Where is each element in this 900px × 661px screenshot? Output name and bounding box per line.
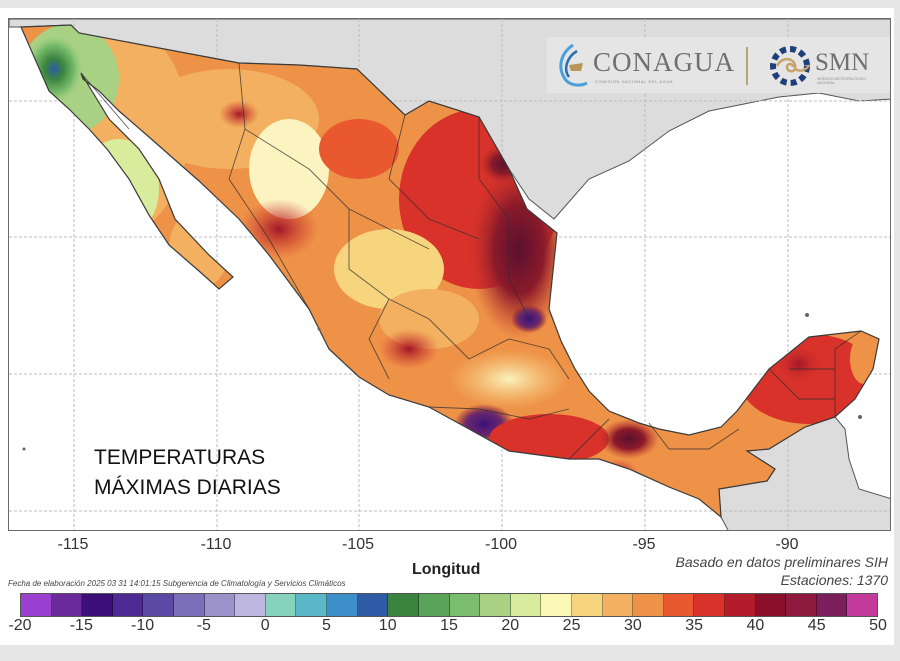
conagua-subtitle: COMISIÓN NACIONAL DEL AGUA [595,79,674,84]
colorbar-swatch [602,594,634,616]
colorbar-swatch [816,594,848,616]
colorbar-tick-label: 15 [440,617,458,634]
colorbar-tick-label: 40 [746,617,765,634]
colorbar-tick-label: 50 [869,617,887,634]
x-tick-label: -90 [775,536,799,553]
x-tick-label: -105 [341,536,375,553]
x-tick-label: -100 [484,536,518,553]
map-frame: CONAGUA COMISIÓN NACIONAL DEL AGUA SMN S… [8,18,891,531]
x-tick-label: -110 [200,536,232,553]
colorbar-swatch [694,594,726,616]
x-tick-label: -115 [57,536,89,553]
colorbar-swatch [847,594,878,616]
colorbar-swatch [235,594,266,616]
colorbar-swatch [418,594,450,616]
colorbar-tick-label: 25 [562,617,581,634]
colorbar-tick-label: 5 [321,617,331,634]
smn-wordmark: SMN [815,49,870,76]
temperature-map-figure: CONAGUA COMISIÓN NACIONAL DEL AGUA SMN S… [0,8,894,645]
colorbar-tick-label: 20 [501,617,520,634]
colorbar-swatch [755,594,787,616]
colorbar-tick-label: -10 [131,617,155,634]
smn-logo-icon [770,46,811,86]
colorbar-swatch [112,594,144,616]
colorbar-swatch [663,594,695,616]
colorbar-tick-label: 10 [378,617,397,634]
colorbar-swatch [541,594,572,616]
logo-banner: CONAGUA COMISIÓN NACIONAL DEL AGUA SMN S… [547,37,890,93]
colorbar-swatch [725,594,756,616]
stations-count: Estaciones: 1370 [780,572,888,588]
colorbar-tick-label: 35 [685,617,704,634]
map-title-line1: TEMPERATURAS [94,446,266,469]
colorbar-swatch [143,594,175,616]
data-source-note: Basado en datos preliminares SIH [675,554,888,570]
colorbar-tick-label: -15 [69,617,93,634]
colorbar-swatch [357,594,389,616]
colorbar-tick-label: -5 [196,617,211,634]
colorbar-tick-label: 0 [260,617,270,634]
colorbar-swatch [388,594,419,616]
colorbar-swatch [296,594,328,616]
conagua-wordmark: CONAGUA [593,47,735,77]
colorbar-swatch [82,594,113,616]
colorbar-swatch [51,594,83,616]
temperature-colorbar [20,593,878,617]
mexico-temperature-map [9,19,890,530]
x-axis-label: Longitud [412,561,481,578]
colorbar-swatch [327,594,358,616]
colorbar-swatch [174,594,205,616]
colorbar-swatch [786,594,817,616]
conagua-logo-icon [559,43,588,87]
colorbar-tick-label: 30 [623,617,642,634]
credit-line: Fecha de elaboración 2025 03 31 14:01:15… [8,579,346,588]
colorbar-swatch [21,594,52,616]
state-borders [80,62,862,460]
colorbar-tick-label: 45 [807,617,826,634]
map-title-line2: MÁXIMAS DIARIAS [94,476,281,499]
colorbar-swatch [633,594,664,616]
colorbar-tick-label: -20 [8,617,32,634]
smn-subtitle: SERVICIO METEOROLÓGICO NACIONAL [817,77,866,85]
colorbar-swatch [480,594,511,616]
colorbar-swatch [510,594,542,616]
islands [22,313,862,451]
colorbar-swatch [449,594,481,616]
map-title: TEMPERATURAS MÁXIMAS DIARIAS [94,443,281,503]
x-tick-label: -95 [632,536,656,553]
colorbar-swatch [265,594,297,616]
logo-separator [746,47,748,85]
colorbar-swatch [204,594,236,616]
colorbar-swatch [571,594,603,616]
